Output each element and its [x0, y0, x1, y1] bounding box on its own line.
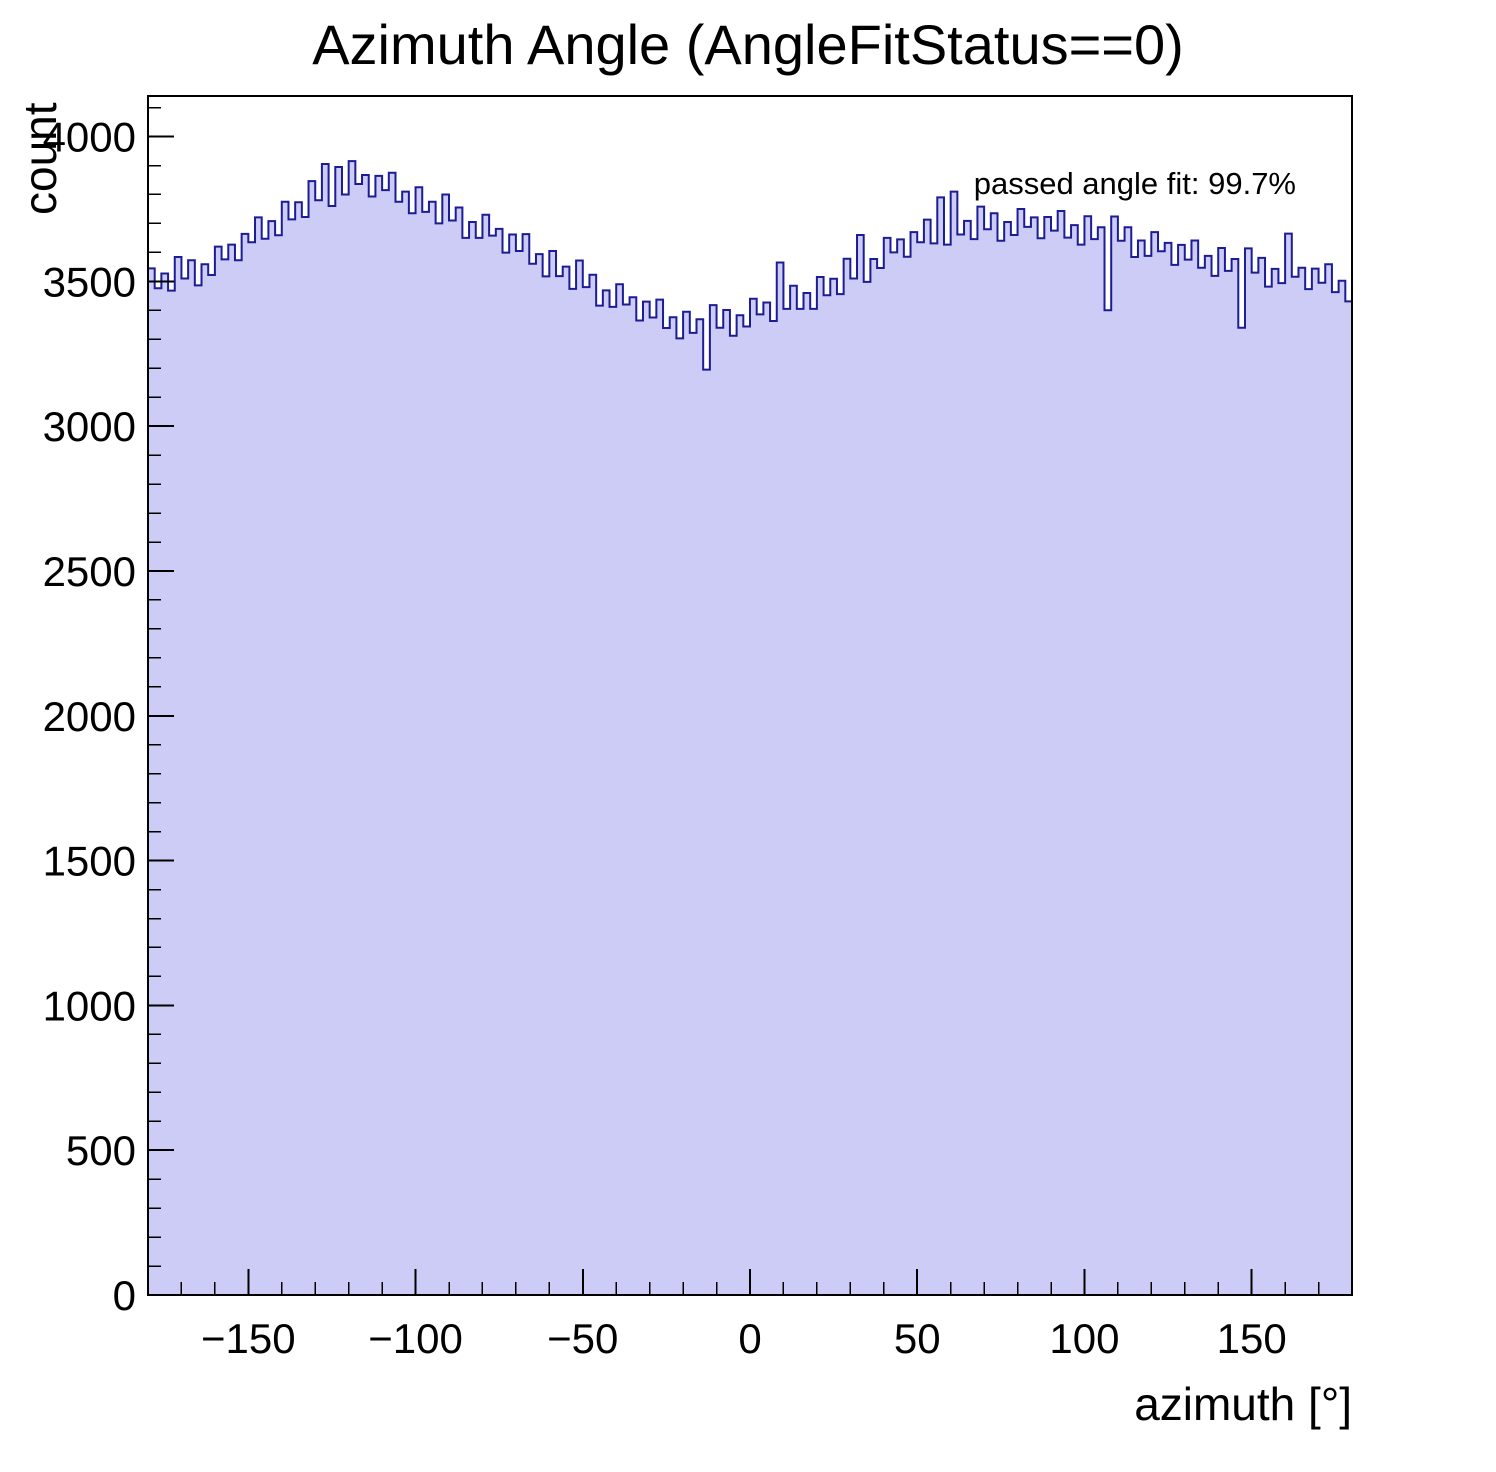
- histogram-plot-area: [147, 160, 1353, 1296]
- y-tick-label: 2500: [43, 548, 136, 595]
- x-tick-label: 50: [894, 1315, 941, 1362]
- chart-title: Azimuth Angle (AngleFitStatus==0): [312, 13, 1184, 76]
- y-tick-label: 2000: [43, 693, 136, 740]
- histogram-fill: [148, 161, 1352, 1295]
- annotation-passed-angle-fit: passed angle fit: 99.7%: [974, 166, 1296, 201]
- y-tick-label: 4000: [43, 114, 136, 161]
- y-axis-title: count: [14, 102, 66, 215]
- y-tick-label: 500: [66, 1127, 136, 1174]
- x-tick-label: 0: [738, 1315, 761, 1362]
- x-tick-label: 150: [1217, 1315, 1287, 1362]
- histogram-outline: [147, 160, 1353, 1296]
- x-tick-label: −150: [201, 1315, 296, 1362]
- x-axis-title: azimuth [°]: [1134, 1378, 1352, 1430]
- y-tick-label: 1500: [43, 838, 136, 885]
- y-tick-label: 3000: [43, 403, 136, 450]
- x-tick-label: −50: [547, 1315, 618, 1362]
- y-tick-label: 0: [113, 1272, 136, 1319]
- x-tick-label: 100: [1049, 1315, 1119, 1362]
- x-tick-label: −100: [368, 1315, 463, 1362]
- y-tick-label: 3500: [43, 258, 136, 305]
- y-tick-label: 1000: [43, 982, 136, 1029]
